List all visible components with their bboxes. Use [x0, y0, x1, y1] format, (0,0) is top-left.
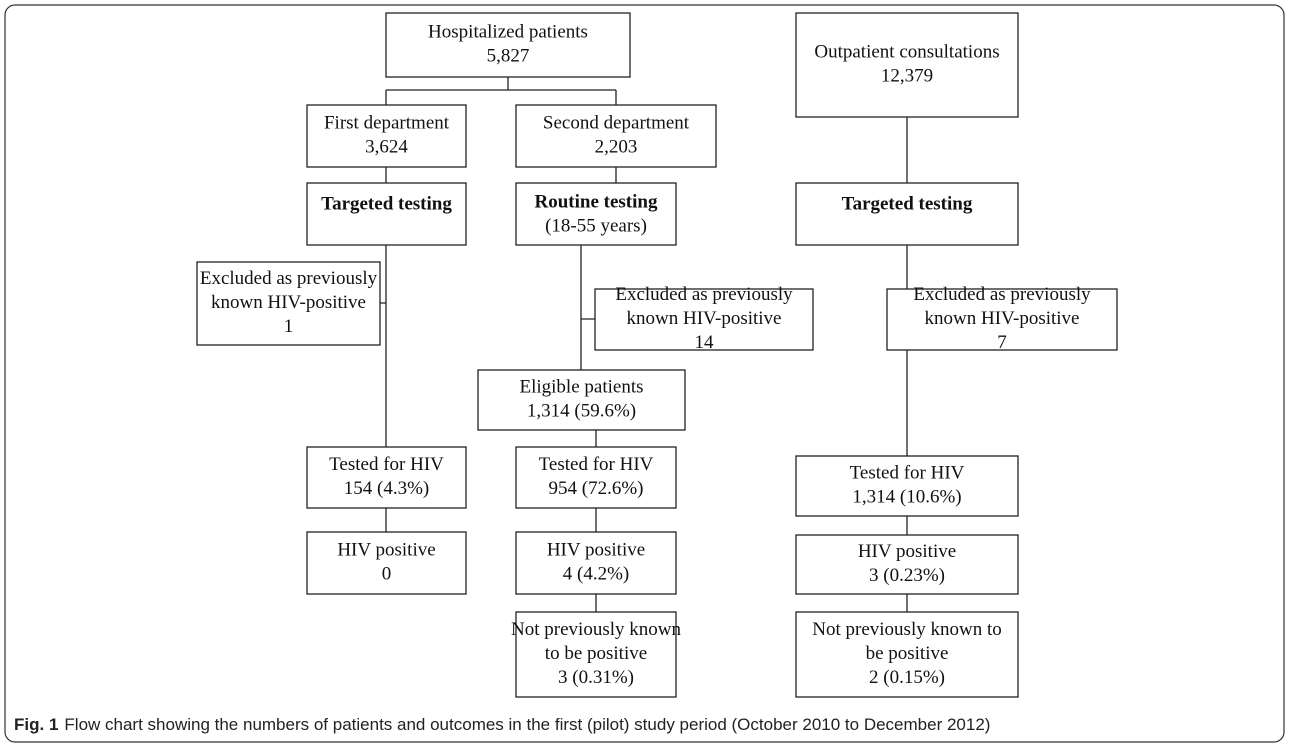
box-text: 1,314 (10.6%)	[852, 486, 961, 507]
box-text: 4 (4.2%)	[563, 563, 629, 584]
connector	[580, 245, 597, 447]
flow-box	[515, 611, 677, 698]
box-text: to be positive	[545, 643, 647, 664]
flow-box	[515, 531, 677, 595]
flow-box	[196, 261, 381, 346]
box-text: Tested for HIV	[539, 454, 654, 475]
flow-box	[477, 369, 686, 431]
connector	[887, 117, 908, 456]
box-text: HIV positive	[858, 541, 956, 562]
caption: Fig. 1 Flow chart showing the numbers of …	[14, 715, 990, 734]
box-text: be positive	[866, 643, 949, 664]
box-text: Second department	[543, 112, 690, 133]
box-text: 2,203	[595, 136, 638, 157]
box-text: Not previously known	[511, 619, 681, 640]
box-text: 1	[284, 316, 294, 337]
box-text: HIV positive	[547, 539, 645, 560]
box-text: Excluded as previously	[200, 268, 378, 289]
box-text: 5,827	[487, 45, 530, 66]
flow-box	[515, 182, 677, 246]
flow-box	[306, 446, 467, 509]
box-text: HIV positive	[337, 539, 435, 560]
box-text: 0	[382, 563, 392, 584]
flow-box	[515, 104, 717, 168]
box-text: 954 (72.6%)	[549, 478, 644, 499]
box-text: Targeted testing	[321, 193, 452, 214]
box-text: Excluded as previously	[913, 284, 1091, 305]
box-text: Not previously known to	[812, 619, 1001, 640]
box-text: 7	[997, 332, 1007, 353]
box-text: Eligible patients	[519, 376, 643, 397]
box-text: Routine testing	[535, 191, 658, 212]
box-text: known HIV-positive	[627, 308, 782, 329]
box-text: 3 (0.31%)	[558, 667, 634, 688]
flow-box	[385, 12, 631, 78]
box-text: First department	[324, 112, 450, 133]
flow-box	[795, 534, 1019, 595]
flow-box	[306, 182, 467, 246]
box-text: Outpatient consultations	[814, 41, 999, 62]
flow-box	[306, 104, 467, 168]
box-text: 2 (0.15%)	[869, 667, 945, 688]
box-text: 1,314 (59.6%)	[527, 400, 636, 421]
flow-box	[795, 182, 1019, 246]
flow-box	[306, 531, 467, 595]
box-text: 3 (0.23%)	[869, 565, 945, 586]
box-text: Excluded as previously	[615, 284, 793, 305]
connector	[385, 508, 908, 612]
flow-box	[795, 611, 1019, 698]
box-text: Tested for HIV	[329, 454, 444, 475]
flow-box	[795, 12, 1019, 118]
box-text: 14	[695, 332, 715, 353]
flow-box	[594, 288, 814, 351]
connector	[380, 167, 617, 447]
box-text: Targeted testing	[842, 193, 973, 214]
flow-box	[515, 446, 677, 509]
box-text: (18-55 years)	[545, 215, 647, 236]
connector	[385, 77, 617, 105]
box-text: known HIV-positive	[925, 308, 1080, 329]
box-text: Hospitalized patients	[428, 21, 588, 42]
caption-label: Fig. 1	[14, 715, 58, 734]
box-text: 12,379	[881, 65, 933, 86]
flow-box	[795, 455, 1019, 517]
box-text: 3,624	[365, 136, 408, 157]
flow-box	[886, 288, 1118, 351]
box-text: 154 (4.3%)	[344, 478, 429, 499]
box-text: Tested for HIV	[850, 462, 965, 483]
frame	[4, 4, 1285, 743]
caption-text: Flow chart showing the numbers of patien…	[64, 715, 990, 734]
box-text: known HIV-positive	[211, 292, 366, 313]
